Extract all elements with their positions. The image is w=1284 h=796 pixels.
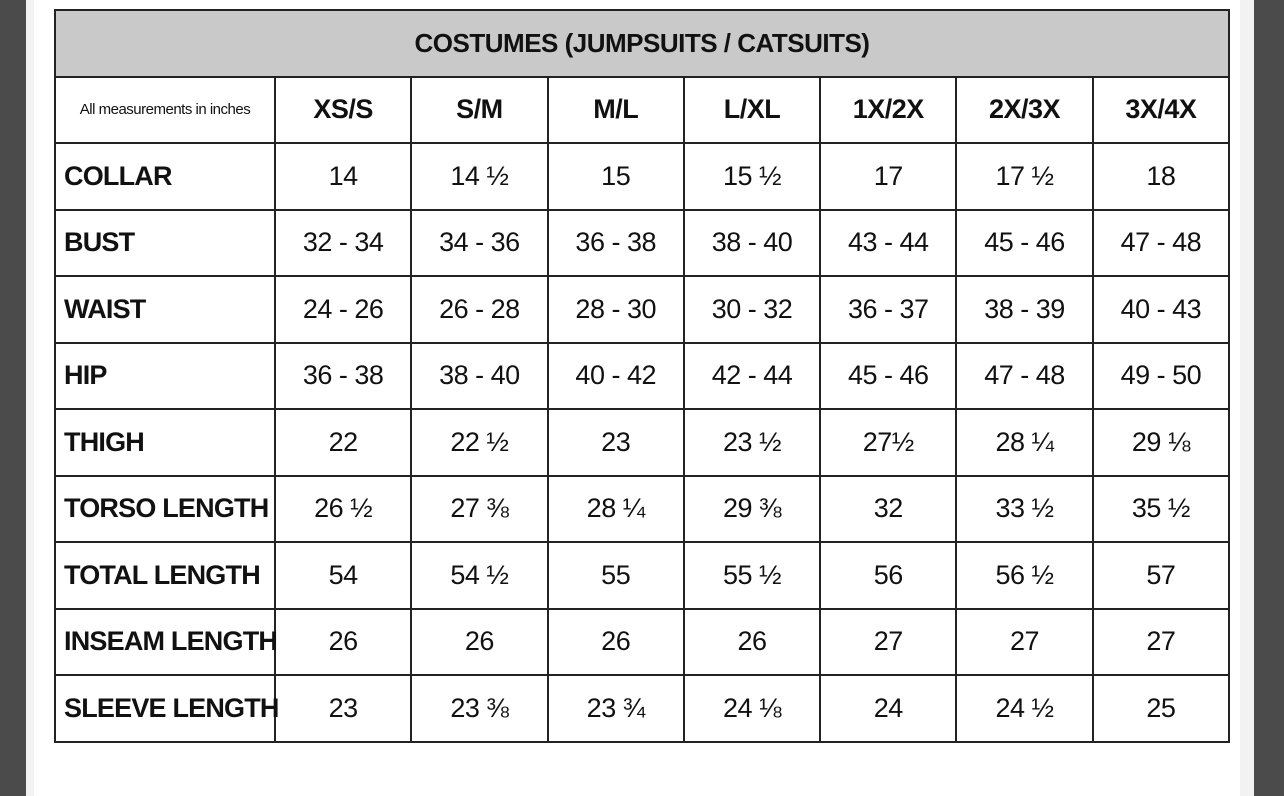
data-row: THIGH 22 22 ½ 23 23 ½ 27½ 28 ¼ 29 ⅛ — [54, 408, 1231, 477]
row-label: COLLAR — [54, 142, 276, 211]
measurement: 17 — [819, 142, 958, 211]
measurement: 26 - 28 — [410, 275, 549, 344]
measurement: 38 - 40 — [410, 341, 549, 410]
measurement: 24 — [819, 674, 958, 743]
title-row: COSTUMES (JUMPSUITS / CATSUITS) — [54, 9, 1230, 78]
measurement: 32 - 34 — [273, 208, 413, 277]
measurement: 23 ½ — [682, 408, 822, 477]
measurement: 45 - 46 — [955, 208, 1094, 277]
units-note: All measurements in inches — [54, 75, 276, 144]
measurement: 14 ½ — [410, 142, 549, 211]
measurement: 54 ½ — [410, 541, 549, 610]
size-header: 3X/4X — [1091, 75, 1231, 144]
measurement: 49 - 50 — [1091, 341, 1231, 410]
measurement: 22 ½ — [410, 408, 549, 477]
measurement: 26 — [682, 607, 822, 676]
measurement: 23 — [273, 674, 413, 743]
data-row: TOTAL LENGTH 54 54 ½ 55 55 ½ 56 56 ½ 57 — [54, 541, 1231, 610]
measurement: 57 — [1091, 541, 1231, 610]
data-row: TORSO LENGTH 26 ½ 27 ⅜ 28 ¼ 29 ⅜ 32 33 ½ 35 ½ — [54, 474, 1231, 543]
measurement: 54 — [273, 541, 413, 610]
measurement: 26 ½ — [273, 474, 413, 543]
measurement: 22 — [273, 408, 413, 477]
size-header: 2X/3X — [955, 75, 1094, 144]
measurement: 55 — [546, 541, 685, 610]
measurement: 38 - 39 — [955, 275, 1094, 344]
measurement: 26 — [273, 607, 413, 676]
measurement: 28 - 30 — [546, 275, 685, 344]
measurement: 36 - 38 — [273, 341, 413, 410]
measurement: 55 ½ — [682, 541, 822, 610]
content: COSTUMES (JUMPSUITS / CATSUITS) All measu… — [34, 0, 1240, 796]
measurement: 32 — [819, 474, 958, 543]
measurement: 34 - 36 — [410, 208, 549, 277]
measurement: 47 - 48 — [955, 341, 1094, 410]
data-row: HIP 36 - 38 38 - 40 40 - 42 42 - 44 45 - 46 47… — [54, 341, 1231, 410]
measurement: 38 - 40 — [682, 208, 822, 277]
measurement: 33 ½ — [955, 474, 1094, 543]
table-title: COSTUMES (JUMPSUITS / CATSUITS) — [54, 9, 1230, 78]
measurement: 56 — [819, 541, 958, 610]
size-header: S/M — [410, 75, 549, 144]
measurement: 27 — [819, 607, 958, 676]
measurement: 23 ⅜ — [410, 674, 549, 743]
measurement: 40 - 43 — [1091, 275, 1231, 344]
measurement: 29 ⅜ — [682, 474, 822, 543]
measurement: 30 - 32 — [682, 275, 822, 344]
row-label: WAIST — [54, 275, 276, 344]
row-label: SLEEVE LENGTH — [54, 674, 279, 743]
measurement: 36 - 37 — [819, 275, 958, 344]
measurement: 28 ¼ — [546, 474, 685, 543]
measurement: 27 — [955, 607, 1094, 676]
measurement: 15 ½ — [682, 142, 822, 211]
size-header: M/L — [546, 75, 685, 144]
measurement: 27½ — [819, 408, 958, 477]
measurement: 56 ½ — [955, 541, 1094, 610]
measurement: 14 — [273, 142, 413, 211]
measurement: 27 ⅜ — [410, 474, 549, 543]
row-label: INSEAM LENGTH — [54, 607, 278, 676]
panel: COSTUMES (JUMPSUITS / CATSUITS) All measu… — [26, 0, 1254, 796]
row-label: TOTAL LENGTH — [54, 541, 276, 610]
size-chart: COSTUMES (JUMPSUITS / CATSUITS) All measu… — [54, 9, 1231, 743]
measurement: 27 — [1091, 607, 1231, 676]
measurement: 24 - 26 — [273, 275, 413, 344]
measurement: 42 - 44 — [682, 341, 822, 410]
measurement: 15 — [546, 142, 685, 211]
measurement: 17 ½ — [955, 142, 1094, 211]
measurement: 35 ½ — [1091, 474, 1231, 543]
size-header: L/XL — [682, 75, 822, 144]
measurement: 25 — [1091, 674, 1231, 743]
measurement: 24 ½ — [955, 674, 1094, 743]
data-row: BUST 32 - 34 34 - 36 36 - 38 38 - 40 43 - 44 4… — [54, 208, 1231, 277]
data-row: COLLAR 14 14 ½ 15 15 ½ 17 17 ½ 18 — [54, 142, 1231, 211]
row-label: THIGH — [54, 408, 276, 477]
data-row: INSEAM LENGTH 26 26 26 26 27 27 27 — [54, 607, 1231, 676]
row-label: BUST — [54, 208, 276, 277]
measurement: 23 ¾ — [546, 674, 685, 743]
measurement: 26 — [546, 607, 685, 676]
measurement: 24 ⅛ — [682, 674, 822, 743]
measurement: 36 - 38 — [546, 208, 685, 277]
measurement: 28 ¼ — [955, 408, 1094, 477]
measurement: 40 - 42 — [546, 341, 685, 410]
measurement: 23 — [546, 408, 685, 477]
measurement: 26 — [410, 607, 549, 676]
size-header: 1X/2X — [819, 75, 958, 144]
measurement: 47 - 48 — [1091, 208, 1231, 277]
measurement: 29 ⅛ — [1091, 408, 1231, 477]
data-row: WAIST 24 - 26 26 - 28 28 - 30 30 - 32 36 - 37… — [54, 275, 1231, 344]
measurement: 45 - 46 — [819, 341, 958, 410]
header-row: All measurements in inches XS/S S/M M/L L/XL… — [54, 75, 1231, 144]
measurement: 18 — [1091, 142, 1231, 211]
data-row: SLEEVE LENGTH 23 23 ⅜ 23 ¾ 24 ⅛ 24 24 ½ 25 — [54, 674, 1231, 743]
measurement: 43 - 44 — [819, 208, 958, 277]
row-label: TORSO LENGTH — [54, 474, 276, 543]
row-label: HIP — [54, 341, 276, 410]
size-header: XS/S — [273, 75, 413, 144]
